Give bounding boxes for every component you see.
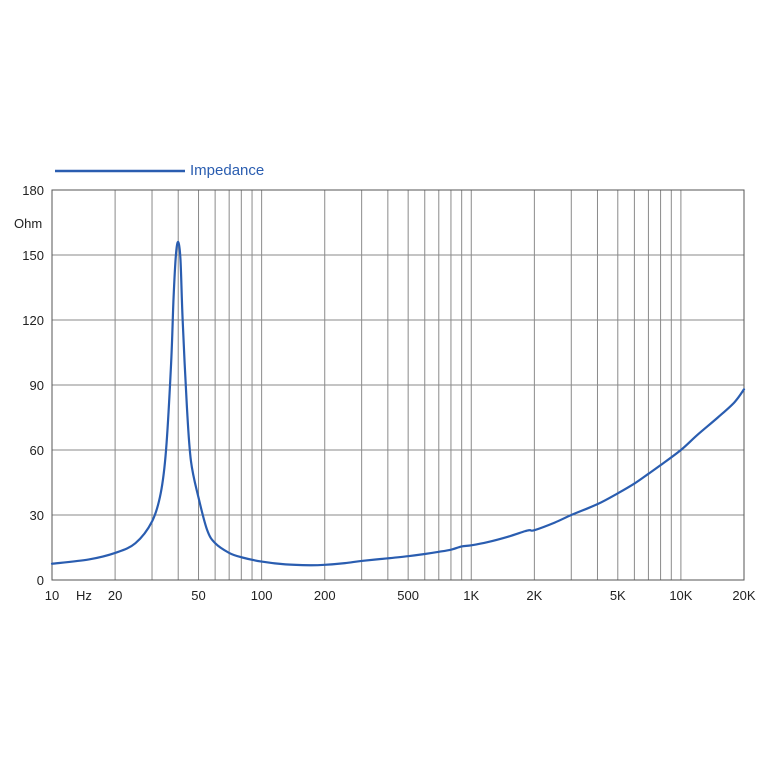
y-tick-label: 0: [37, 573, 44, 588]
y-axis-ticks: 0 30 60 90 120 150 180: [22, 183, 44, 588]
x-tick-label: 2K: [526, 588, 542, 603]
x-axis-ticks: 10 20 50 100 200 500 1K 2K 5K 10K 20K: [45, 588, 756, 603]
x-tick-label: 1K: [463, 588, 479, 603]
series-layer: [50, 240, 746, 567]
y-tick-label: 180: [22, 183, 44, 198]
legend-label-impedance: Impedance: [190, 162, 264, 179]
x-tick-label: 10: [45, 588, 59, 603]
y-tick-label: 30: [30, 508, 44, 523]
x-tick-label: 200: [314, 588, 336, 603]
x-tick-label: 50: [191, 588, 205, 603]
y-tick-label: 150: [22, 248, 44, 263]
y-tick-label: 60: [30, 443, 44, 458]
x-tick-label: 20: [108, 588, 122, 603]
x-tick-label: 100: [251, 588, 273, 603]
y-tick-label: 120: [22, 313, 44, 328]
x-tick-label: 500: [397, 588, 419, 603]
y-tick-label: 90: [30, 378, 44, 393]
x-axis-unit-label: Hz: [76, 588, 92, 603]
x-tick-label: 20K: [732, 588, 755, 603]
grid: [51, 189, 745, 581]
legend: Impedance: [55, 162, 264, 179]
x-tick-label: 10K: [669, 588, 692, 603]
y-axis-label: Ohm: [14, 216, 42, 231]
plot-frame: [51, 189, 745, 581]
x-tick-label: 5K: [610, 588, 626, 603]
series-line-impedance: [50, 240, 746, 567]
